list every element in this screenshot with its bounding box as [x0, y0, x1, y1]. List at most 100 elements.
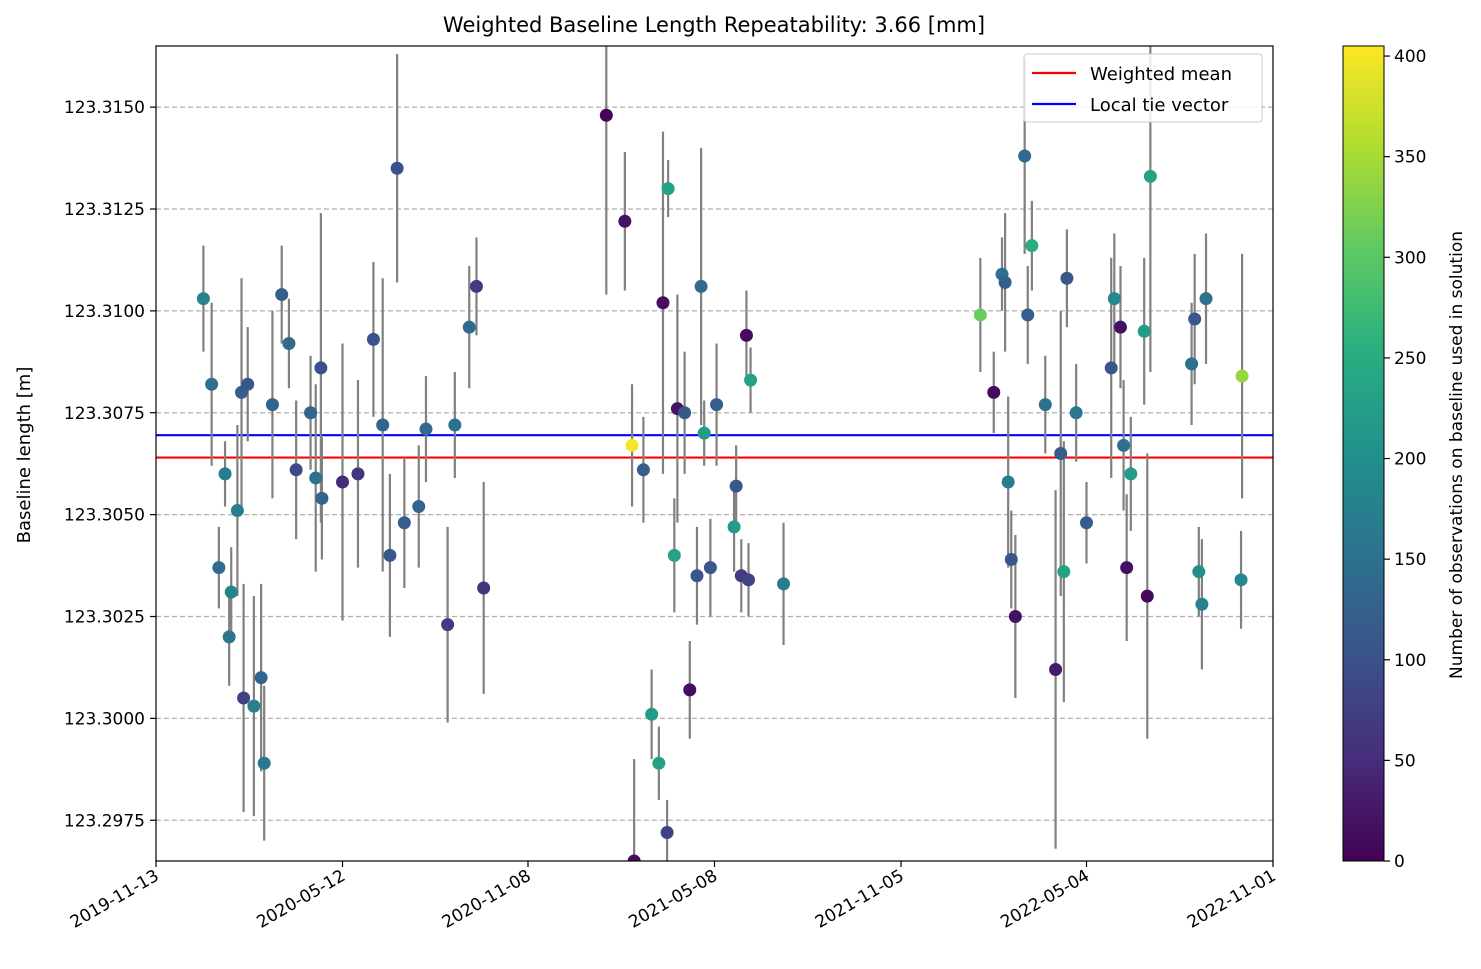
data-point	[390, 161, 404, 175]
data-point	[625, 438, 639, 452]
x-axis-ticks: 2019-11-13 2020-05-12 2020-11-08 2021-05-08…	[67, 861, 1280, 933]
colorbar-tick-label: 50	[1394, 751, 1416, 771]
colorbar-ticks: 0 50 100 150 200 250 300 350 400	[1384, 47, 1426, 872]
data-point	[645, 707, 659, 721]
data-point	[1124, 467, 1138, 481]
data-point	[222, 630, 236, 644]
data-point	[314, 361, 328, 375]
data-point	[241, 377, 255, 391]
grid	[156, 106, 1273, 821]
data-point	[987, 385, 1001, 399]
data-point	[1107, 292, 1121, 306]
data-point	[1001, 475, 1015, 489]
data-point	[304, 406, 318, 420]
data-points	[196, 108, 1249, 861]
data-point	[462, 320, 476, 334]
x-tick-label: 2022-11-01	[1184, 866, 1280, 933]
data-point	[1104, 361, 1118, 375]
x-tick-label: 2020-05-12	[253, 866, 349, 933]
data-point	[1120, 561, 1134, 575]
data-point	[265, 398, 279, 412]
data-point	[998, 275, 1012, 289]
data-point	[618, 214, 632, 228]
data-point	[1143, 169, 1157, 183]
legend-label-local-tie-vector: Local tie vector	[1090, 95, 1229, 116]
colorbar-tick-label: 0	[1394, 852, 1405, 872]
error-bars	[202, 46, 1244, 861]
data-point	[694, 279, 708, 293]
data-point	[703, 561, 717, 575]
data-point	[660, 825, 674, 839]
data-point	[678, 406, 692, 420]
data-point	[667, 548, 681, 562]
data-point	[315, 491, 329, 505]
data-point	[366, 332, 380, 346]
colorbar-tick-label: 250	[1394, 349, 1426, 369]
colorbar-tick-label: 300	[1394, 248, 1426, 268]
data-point	[1079, 516, 1093, 530]
colorbar-tick-label: 350	[1394, 148, 1426, 168]
y-axis-label: Baseline length [m]	[14, 367, 35, 544]
data-point	[683, 683, 697, 697]
data-point	[212, 561, 226, 575]
data-point	[627, 854, 641, 861]
data-point	[1117, 438, 1131, 452]
data-point	[1188, 312, 1202, 326]
data-point	[1195, 597, 1209, 611]
colorbar-tick-label: 200	[1394, 450, 1426, 470]
y-tick-label: 123.3100	[64, 302, 145, 322]
y-tick-label: 123.3025	[64, 608, 145, 628]
data-point	[254, 671, 268, 685]
chart-title: Weighted Baseline Length Repeatability: …	[443, 13, 985, 37]
data-point	[196, 292, 210, 306]
data-point	[448, 418, 462, 432]
colorbar-gradient	[1342, 45, 1385, 862]
data-point	[1057, 565, 1071, 579]
legend-box	[1023, 53, 1263, 123]
data-point	[412, 499, 426, 513]
reference-lines	[156, 434, 1273, 459]
y-tick-label: 123.2975	[64, 811, 145, 831]
data-point	[289, 463, 303, 477]
x-tick-label: 2020-11-08	[439, 866, 535, 933]
data-point	[419, 422, 433, 436]
legend-label-weighted-mean: Weighted mean	[1090, 64, 1232, 85]
data-point	[247, 699, 261, 713]
data-point	[224, 585, 238, 599]
data-point	[351, 467, 365, 481]
data-point	[1192, 565, 1206, 579]
y-tick-label: 123.3125	[64, 200, 145, 220]
data-point	[973, 308, 987, 322]
data-point	[1137, 324, 1151, 338]
data-point	[661, 182, 675, 196]
x-tick-label: 2021-05-08	[625, 866, 721, 933]
y-tick-label: 123.3000	[64, 709, 145, 729]
y-axis-ticks: 123.2975 123.3000 123.3025 123.3050 123.3075…	[64, 98, 156, 831]
data-point	[690, 569, 704, 583]
data-point	[1060, 271, 1074, 285]
data-point	[729, 479, 743, 493]
data-point	[697, 426, 711, 440]
data-point	[1018, 149, 1032, 163]
x-tick-label: 2019-11-13	[67, 866, 163, 933]
data-point	[727, 520, 741, 534]
data-point	[1234, 573, 1248, 587]
data-point	[257, 756, 271, 770]
data-point	[282, 336, 296, 350]
data-point	[469, 279, 483, 293]
data-point	[1113, 320, 1127, 334]
colorbar-tick-label: 100	[1394, 651, 1426, 671]
colorbar: 0 50 100 150 200 250 300 350 400 Number of obser…	[1342, 45, 1467, 872]
data-point	[739, 328, 753, 342]
data-point	[1038, 398, 1052, 412]
data-point	[1199, 292, 1213, 306]
data-point	[336, 475, 350, 489]
data-point	[441, 618, 455, 632]
x-tick-label: 2022-05-04	[997, 866, 1093, 933]
y-tick-label: 123.3050	[64, 506, 145, 526]
data-point	[237, 691, 251, 705]
data-point	[1004, 552, 1018, 566]
data-point	[744, 373, 758, 387]
data-point	[656, 296, 670, 310]
